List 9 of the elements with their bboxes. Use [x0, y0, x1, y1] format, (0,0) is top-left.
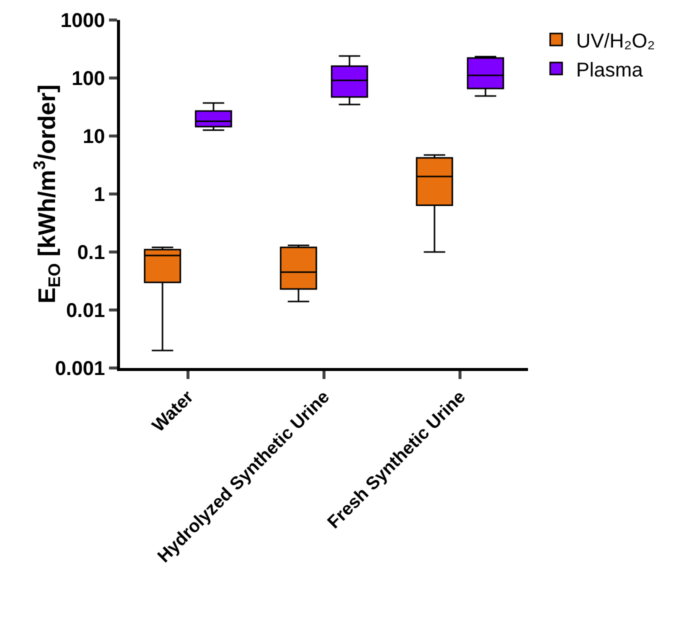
legend-label: UV/H₂O₂	[576, 30, 656, 52]
y-tick-label: 100	[72, 68, 105, 90]
y-tick-label: 10	[82, 126, 105, 148]
y-tick-label: 0.001	[54, 358, 105, 380]
y-tick-label: 1000	[60, 10, 105, 32]
y-tick-label: 1	[94, 184, 105, 206]
legend-label: Plasma	[576, 59, 644, 82]
y-tick-label: 0.1	[77, 242, 105, 264]
y-tick-label: 0.01	[66, 300, 105, 322]
